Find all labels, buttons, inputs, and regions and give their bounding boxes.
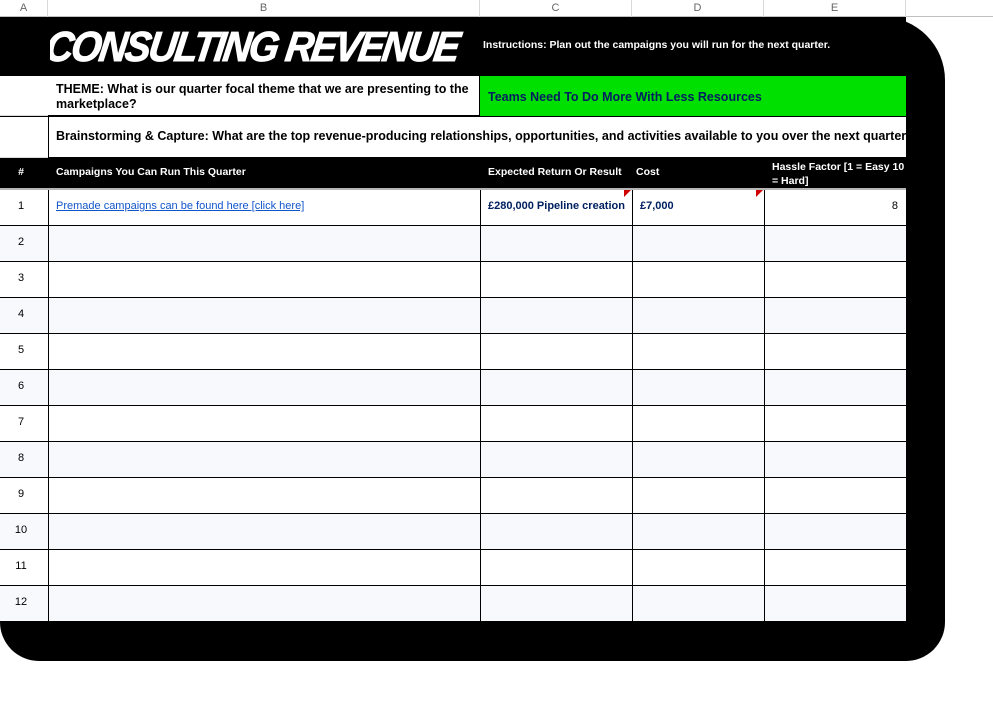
svg-text:CONSULTING REVENUE: CONSULTING REVENUE [50,23,465,71]
